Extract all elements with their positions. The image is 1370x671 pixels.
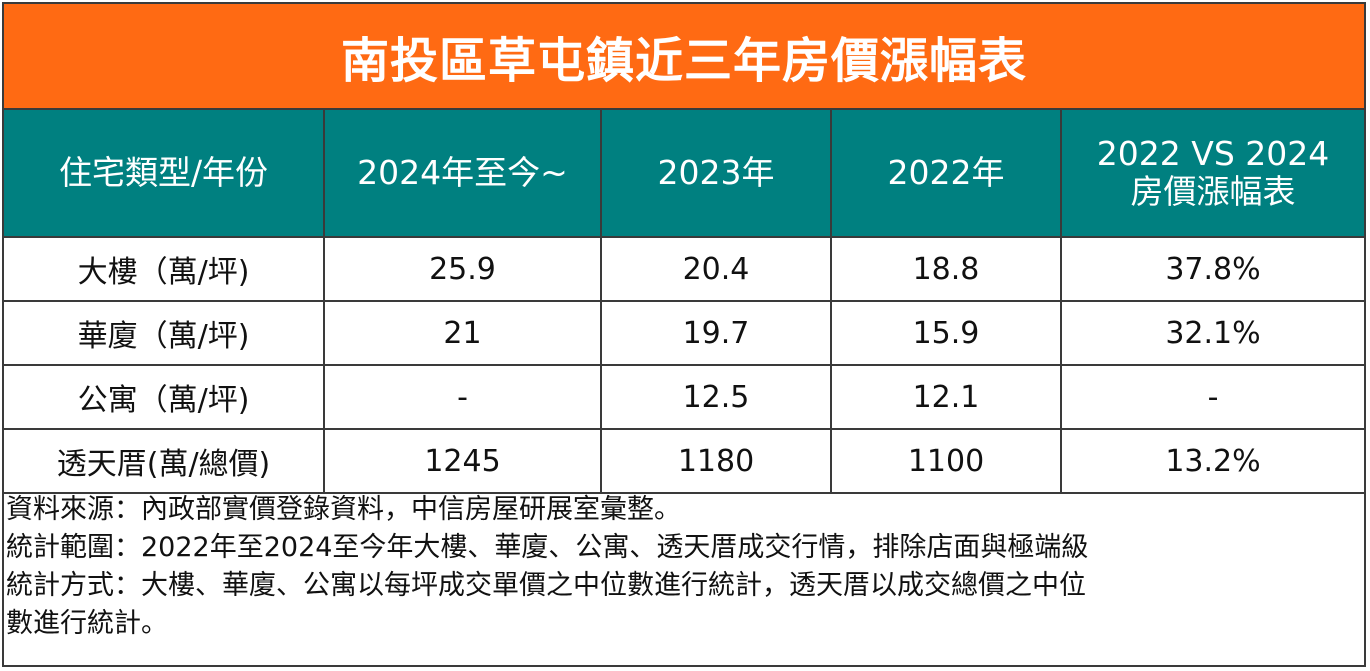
table-cell: -	[1060, 364, 1364, 430]
table-cell: 18.8	[830, 236, 1062, 302]
row-label: 大樓（萬/坪)	[4, 236, 325, 302]
table-cell: -	[323, 364, 602, 430]
table-row: 公寓（萬/坪) - 12.5 12.1 -	[4, 364, 1364, 430]
header-cell-change: 2022 VS 2024 房價漲幅表	[1060, 110, 1364, 238]
row-label: 華廈（萬/坪)	[4, 300, 325, 366]
footnote-method-cont: 數進行統計。	[6, 608, 168, 639]
header-cell-2024: 2024年至今~	[323, 110, 602, 238]
table-header-row: 住宅類型/年份 2024年至今~ 2023年 2022年 2022 VS 202…	[4, 110, 1364, 238]
table-cell: 12.1	[830, 364, 1062, 430]
table-cell: 1180	[600, 428, 832, 494]
footnote-source: 資料來源：內政部實價登錄資料，中信房屋研展室彙整。	[6, 494, 681, 525]
header-text: 2022 VS 2024	[1096, 134, 1330, 173]
footnote-scope: 統計範圍：2022年至2024至今年大樓、華廈、公寓、透天厝成交行情，排除店面與…	[6, 532, 1089, 563]
table-row: 大樓（萬/坪) 25.9 20.4 18.8 37.8%	[4, 236, 1364, 302]
table-cell: 1245	[323, 428, 602, 494]
footnotes: 資料來源：內政部實價登錄資料，中信房屋研展室彙整。 統計範圍：2022年至202…	[6, 491, 1356, 643]
table-row: 透天厝(萬/總價) 1245 1180 1100 13.2%	[4, 428, 1364, 494]
table-cell: 32.1%	[1060, 300, 1364, 366]
header-text: 2022年	[887, 153, 1005, 192]
header-cell-type: 住宅類型/年份	[4, 110, 325, 238]
row-label: 公寓（萬/坪)	[4, 364, 325, 430]
row-label: 透天厝(萬/總價)	[4, 428, 325, 494]
footnote-method: 統計方式：大樓、華廈、公寓以每坪成交單價之中位數進行統計，透天厝以成交總價之中位	[6, 570, 1086, 601]
table-cell: 15.9	[830, 300, 1062, 366]
header-text: 2024年至今~	[357, 153, 568, 192]
price-table: 住宅類型/年份 2024年至今~ 2023年 2022年 2022 VS 202…	[4, 110, 1364, 494]
header-text: 2023年	[657, 153, 775, 192]
header-text: 住宅類型/年份	[58, 153, 269, 192]
page-title: 南投區草屯鎮近三年房價漲幅表	[4, 4, 1364, 110]
table-cell: 25.9	[323, 236, 602, 302]
header-text: 房價漲幅表	[1130, 172, 1296, 211]
table-cell: 37.8%	[1060, 236, 1364, 302]
table-cell: 21	[323, 300, 602, 366]
table-cell: 1100	[830, 428, 1062, 494]
table-cell: 13.2%	[1060, 428, 1364, 494]
header-cell-2023: 2023年	[600, 110, 832, 238]
table-cell: 12.5	[600, 364, 832, 430]
table-row: 華廈（萬/坪) 21 19.7 15.9 32.1%	[4, 300, 1364, 366]
header-cell-2022: 2022年	[830, 110, 1062, 238]
table-cell: 20.4	[600, 236, 832, 302]
table-cell: 19.7	[600, 300, 832, 366]
